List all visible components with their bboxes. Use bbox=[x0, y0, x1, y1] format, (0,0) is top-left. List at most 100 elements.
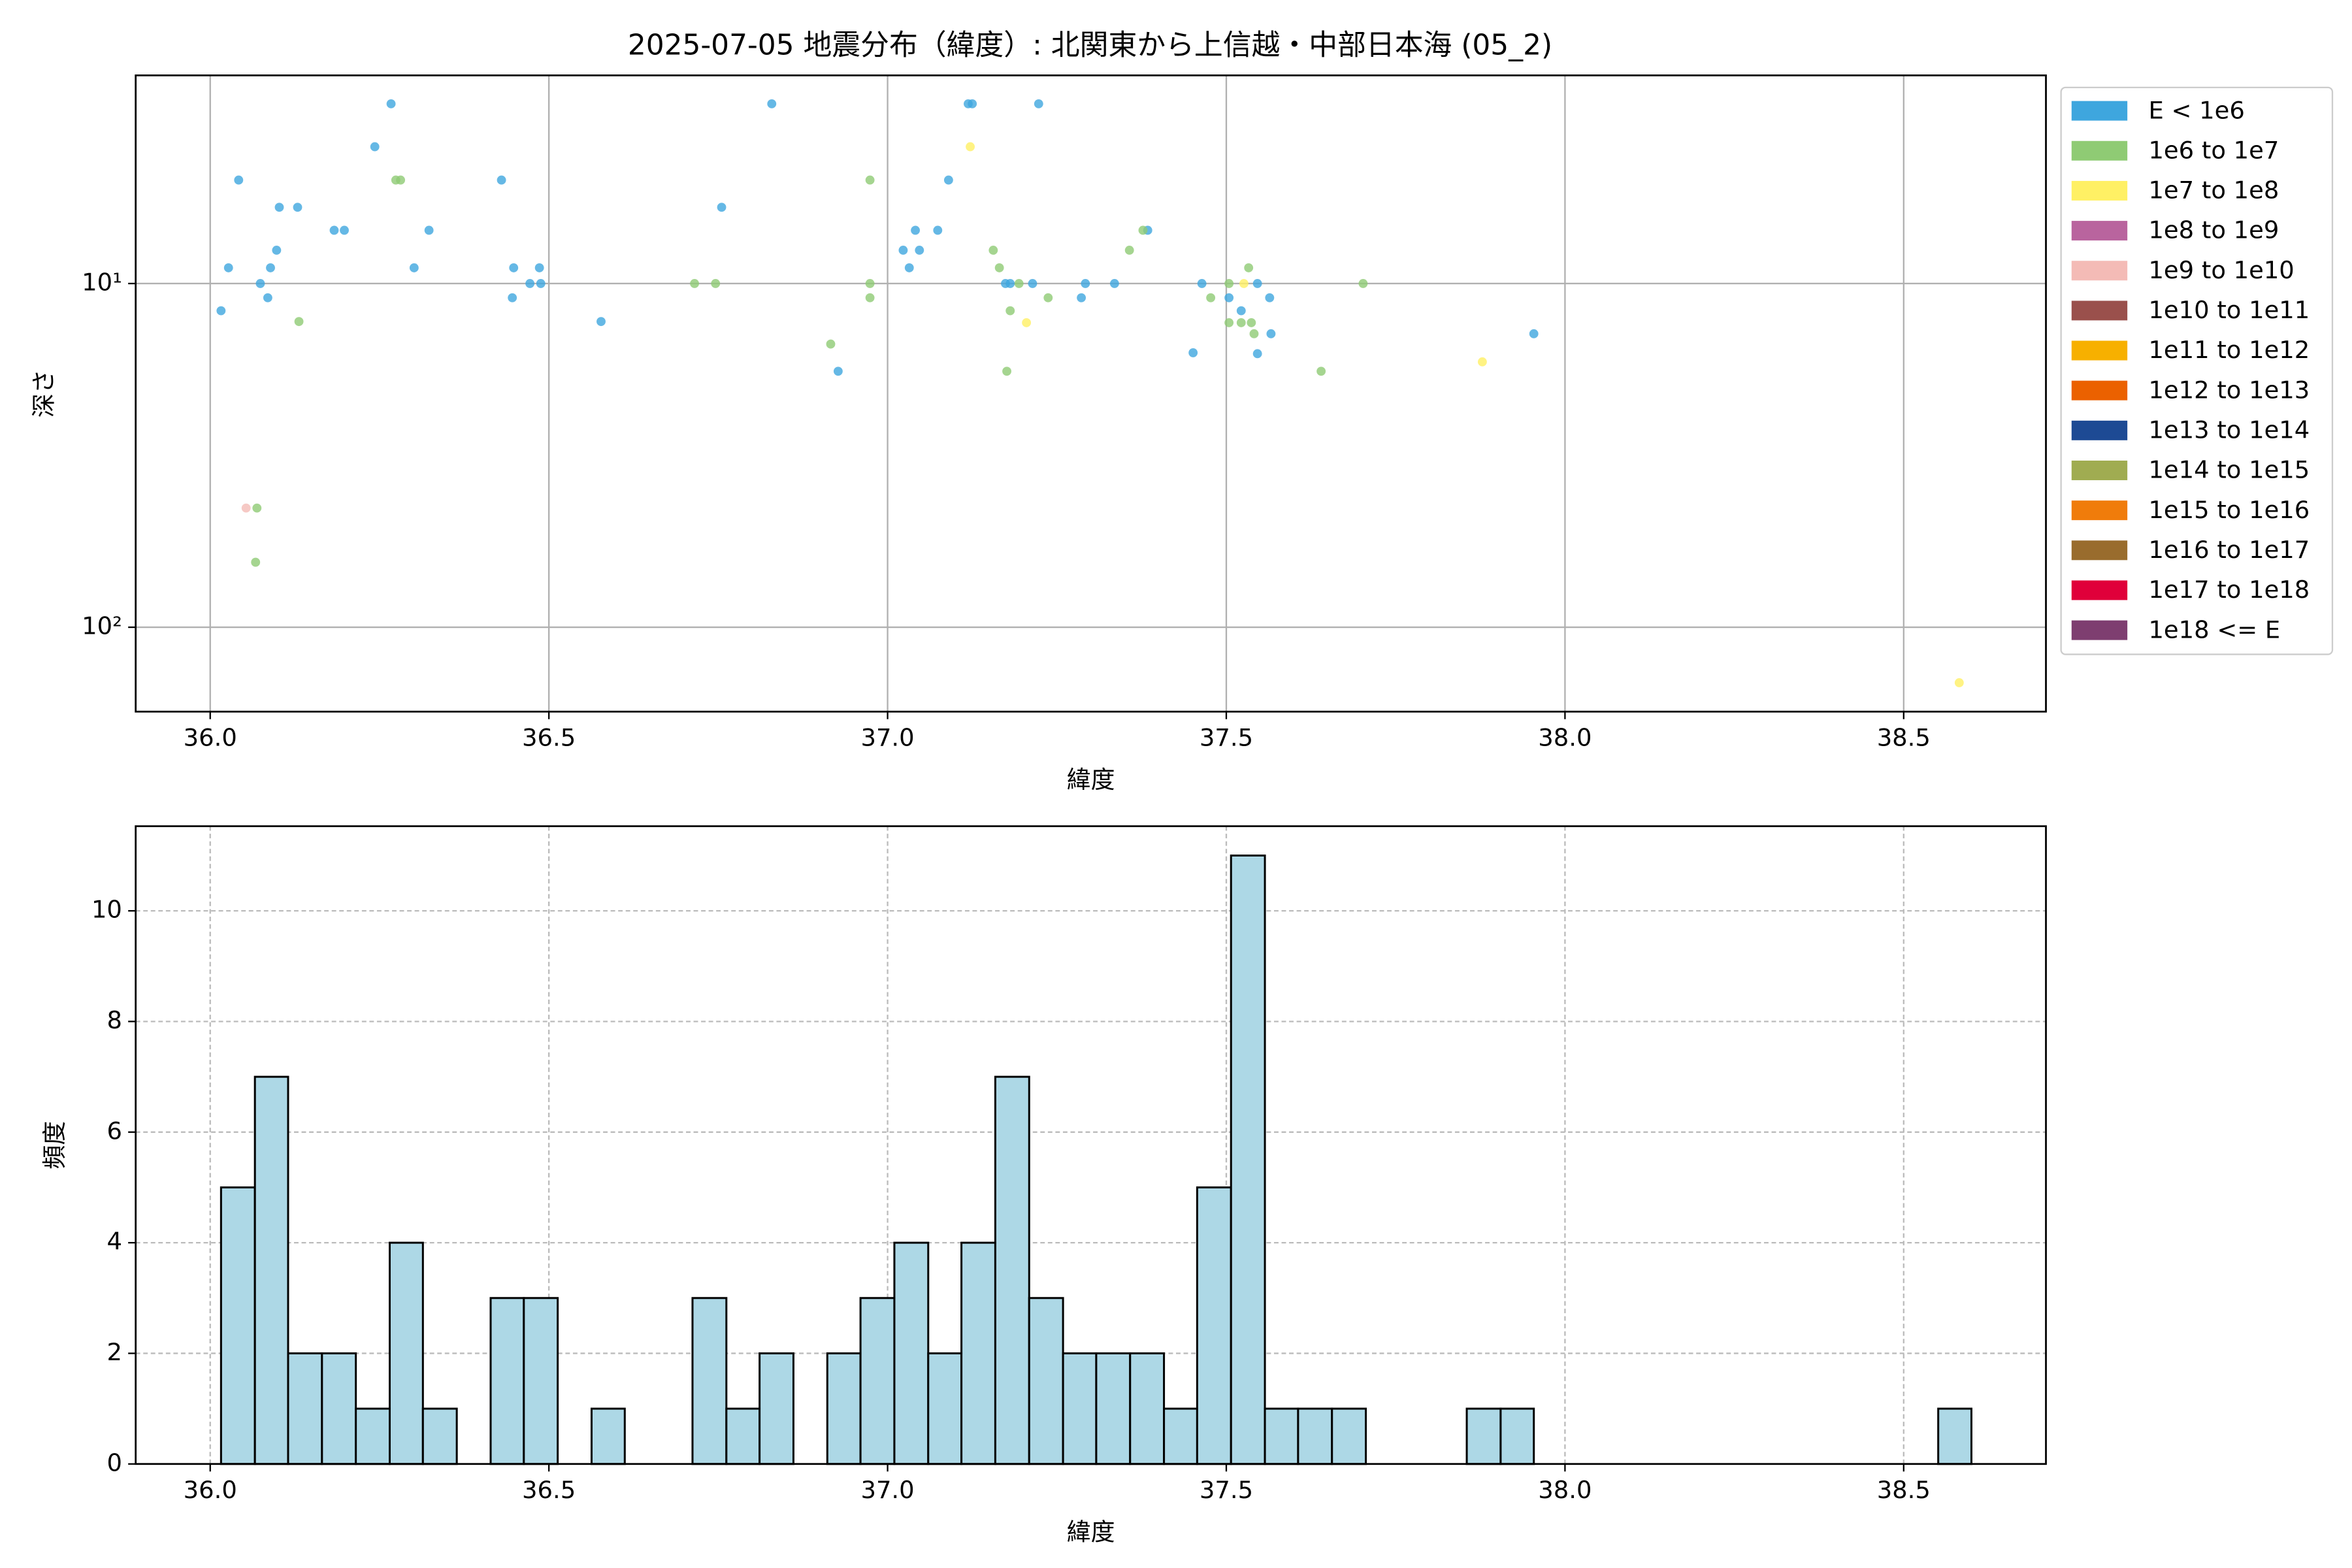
scatter-point bbox=[216, 306, 226, 316]
scatter-point bbox=[329, 225, 339, 235]
legend-label: 1e18 <= E bbox=[2148, 615, 2280, 644]
y-tick-label: 6 bbox=[106, 1117, 122, 1145]
scatter-point bbox=[234, 175, 244, 185]
scatter-point bbox=[241, 503, 251, 513]
histogram-bar bbox=[893, 1241, 930, 1465]
histogram-bar bbox=[1264, 1407, 1299, 1465]
scatter-point bbox=[1358, 279, 1368, 288]
legend-swatch bbox=[2071, 580, 2128, 600]
histogram-bar bbox=[590, 1407, 626, 1465]
x-tick-label: 37.0 bbox=[860, 723, 914, 751]
scatter-point bbox=[1244, 263, 1254, 272]
x-tick-label: 38.5 bbox=[1877, 1476, 1931, 1504]
x-tick-label: 36.0 bbox=[184, 1476, 237, 1504]
legend-swatch bbox=[2071, 500, 2128, 521]
scatter-point bbox=[497, 175, 506, 185]
legend-swatch bbox=[2071, 301, 2128, 321]
histogram-bar bbox=[1937, 1407, 1972, 1465]
x-axis-label: 緯度 bbox=[1067, 1518, 1115, 1546]
plot-frame bbox=[135, 74, 2047, 713]
scatter-point bbox=[717, 203, 727, 212]
x-axis-label: 緯度 bbox=[1067, 766, 1115, 794]
scatter-point bbox=[826, 339, 836, 349]
histogram-bar bbox=[321, 1352, 357, 1465]
scatter-point bbox=[274, 203, 284, 212]
scatter-point bbox=[294, 317, 304, 327]
histogram-bar bbox=[759, 1352, 794, 1465]
legend-swatch bbox=[2071, 261, 2128, 281]
y-tick-label: 10¹ bbox=[82, 268, 122, 296]
histogram-bar bbox=[220, 1186, 256, 1465]
legend-box bbox=[2060, 86, 2334, 655]
legend-label: 1e16 to 1e17 bbox=[2148, 536, 2310, 564]
x-tick-label: 36.5 bbox=[522, 1476, 576, 1504]
scatter-point bbox=[1138, 225, 1148, 235]
scatter-point bbox=[1224, 279, 1234, 288]
scatter-point bbox=[1236, 318, 1246, 327]
histogram-bar bbox=[355, 1407, 391, 1465]
scatter-point bbox=[1224, 293, 1234, 302]
plot-frame bbox=[135, 825, 2047, 1465]
scatter-point bbox=[1239, 279, 1249, 288]
scatter-point bbox=[396, 175, 406, 185]
legend-swatch bbox=[2071, 340, 2128, 361]
legend-swatch bbox=[2071, 380, 2128, 400]
scatter-point bbox=[1124, 246, 1134, 255]
scatter-point bbox=[988, 246, 998, 255]
histogram-bar bbox=[1331, 1407, 1367, 1465]
histogram-bar bbox=[826, 1352, 862, 1465]
scatter-point bbox=[1002, 367, 1011, 376]
histogram-bar bbox=[1297, 1407, 1333, 1465]
scatter-point bbox=[255, 279, 265, 288]
histogram-bar bbox=[1095, 1352, 1132, 1465]
y-axis-label: 深さ bbox=[30, 369, 58, 417]
scatter-point bbox=[424, 225, 434, 235]
scatter-point bbox=[1188, 348, 1198, 357]
y-tick-label: 2 bbox=[106, 1338, 122, 1366]
scatter-point bbox=[711, 279, 721, 288]
scatter-point bbox=[1247, 318, 1256, 327]
scatter-point bbox=[223, 263, 233, 272]
legend-swatch bbox=[2071, 180, 2128, 201]
scatter-point bbox=[386, 99, 396, 108]
histogram-bar bbox=[389, 1241, 424, 1465]
scatter-point bbox=[1224, 318, 1234, 327]
x-tick-label: 37.0 bbox=[860, 1476, 914, 1504]
histogram-bar bbox=[1499, 1407, 1535, 1465]
legend-label: 1e11 to 1e12 bbox=[2148, 336, 2310, 364]
scatter-point bbox=[865, 293, 875, 302]
legend-label: 1e13 to 1e14 bbox=[2148, 416, 2310, 444]
legend-label: 1e14 to 1e15 bbox=[2148, 456, 2310, 484]
scatter-point bbox=[1109, 279, 1119, 288]
legend-swatch bbox=[2071, 221, 2128, 241]
scatter-point bbox=[1197, 279, 1207, 288]
legend-swatch bbox=[2071, 140, 2128, 161]
scatter-point bbox=[968, 99, 977, 108]
scatter-point bbox=[1005, 306, 1015, 316]
histogram-bar bbox=[489, 1297, 525, 1465]
histogram-bar bbox=[1196, 1186, 1232, 1465]
scatter-point bbox=[1028, 279, 1037, 288]
x-tick-label: 36.0 bbox=[184, 723, 237, 751]
histogram-bar bbox=[253, 1075, 289, 1465]
scatter-point bbox=[370, 142, 380, 152]
histogram-bar bbox=[691, 1297, 728, 1465]
scatter-point bbox=[966, 142, 975, 152]
scatter-point bbox=[534, 263, 544, 272]
y-tick-label: 0 bbox=[106, 1448, 122, 1477]
legend-label: 1e8 to 1e9 bbox=[2148, 216, 2279, 244]
scatter-point bbox=[1034, 99, 1043, 108]
scatter-point bbox=[508, 293, 517, 302]
scatter-point bbox=[994, 263, 1004, 272]
scatter-point bbox=[767, 99, 777, 108]
x-tick-label: 37.5 bbox=[1200, 1476, 1253, 1504]
scatter-point bbox=[409, 263, 419, 272]
scatter-point bbox=[690, 279, 699, 288]
y-tick-label: 10² bbox=[82, 612, 122, 640]
legend-swatch bbox=[2071, 420, 2128, 440]
legend-swatch bbox=[2071, 540, 2128, 561]
scatter-point bbox=[536, 279, 546, 288]
legend-label: 1e7 to 1e8 bbox=[2148, 176, 2279, 204]
scatter-point bbox=[1043, 293, 1053, 302]
